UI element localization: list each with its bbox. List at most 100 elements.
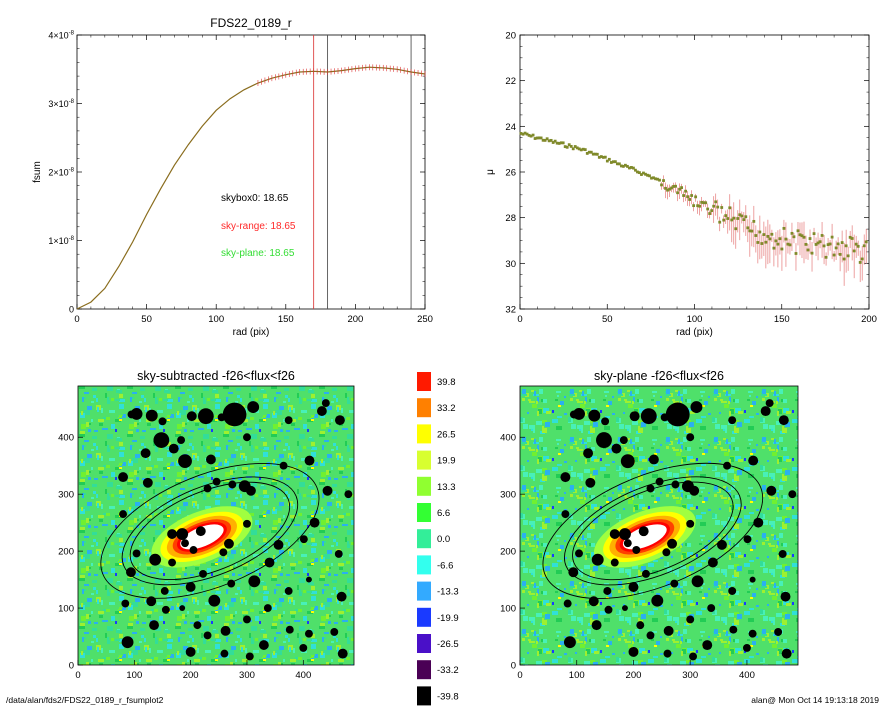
data-point — [708, 212, 712, 215]
masked-source — [243, 519, 251, 528]
masked-source — [220, 625, 231, 636]
data-point — [654, 177, 657, 181]
data-point — [692, 204, 696, 208]
masked-source — [273, 539, 284, 550]
data-point — [844, 244, 848, 248]
data-point — [766, 234, 770, 238]
masked-source — [203, 484, 212, 493]
galaxy-isophote — [180, 524, 224, 550]
masked-source — [344, 490, 353, 499]
masked-source — [778, 415, 789, 426]
data-point — [682, 194, 685, 197]
data-point — [533, 137, 537, 140]
masked-source — [146, 596, 157, 607]
data-point — [575, 146, 579, 150]
masked-source — [126, 567, 136, 578]
data-point — [615, 162, 619, 166]
x-tick-label: 100 — [687, 314, 703, 325]
x-tick-label: 400 — [739, 670, 755, 681]
map-frame — [77, 385, 355, 666]
y-tick-mantissa: 4×10 — [48, 31, 68, 41]
masked-source — [760, 406, 771, 417]
colorbar-swatch — [417, 634, 431, 653]
masked-source — [749, 576, 756, 583]
data-point — [732, 216, 736, 220]
masked-source — [636, 621, 645, 630]
data-point — [834, 246, 838, 250]
masked-source — [168, 558, 177, 567]
masked-source — [670, 579, 679, 588]
data-point — [704, 201, 708, 205]
data-point — [555, 141, 559, 145]
data-point — [613, 160, 617, 164]
masked-source — [181, 539, 189, 548]
data-point — [696, 204, 700, 208]
data-point — [728, 206, 732, 210]
masked-source — [728, 416, 737, 425]
data-point — [628, 166, 631, 170]
data-point — [646, 173, 649, 177]
masked-source — [563, 599, 572, 608]
x-tick-label: 200 — [347, 314, 363, 325]
y-tick-label: 26 — [505, 168, 516, 179]
y-tick-label: 22 — [505, 76, 516, 87]
data-point — [804, 242, 808, 246]
data-point — [541, 138, 545, 142]
colorbar-swatch — [417, 450, 431, 470]
data-point — [762, 233, 766, 236]
masked-source — [161, 605, 170, 614]
colorbar-label: 13.3 — [437, 482, 456, 493]
y-tick-exponent: -8 — [69, 99, 75, 105]
masked-source — [334, 550, 343, 558]
masked-source — [243, 433, 251, 442]
masked-source — [193, 621, 202, 630]
masked-source — [707, 604, 716, 613]
data-point — [736, 217, 740, 220]
y-tick-label: 0 — [69, 305, 74, 315]
masked-source — [585, 477, 596, 488]
data-point — [720, 206, 724, 209]
masked-source — [149, 553, 162, 566]
masked-source — [686, 519, 695, 528]
masked-source — [219, 548, 228, 557]
masked-source — [337, 648, 348, 659]
colorbar-swatch — [417, 372, 431, 391]
masked-source — [778, 549, 787, 558]
data-point — [527, 133, 531, 137]
data-point — [640, 173, 643, 176]
masked-source — [765, 399, 774, 408]
masked-source — [140, 448, 151, 459]
masked-source — [671, 480, 680, 489]
timestamp-label: alan@ Mon Oct 14 19:13:18 2019 — [751, 695, 879, 705]
data-point — [557, 141, 561, 145]
plot-frame — [76, 34, 426, 310]
data-point — [573, 145, 577, 148]
data-point — [519, 132, 523, 135]
masked-source — [185, 582, 196, 592]
y-tick-label: 24 — [505, 122, 516, 133]
data-point — [854, 242, 858, 246]
y-tick-label: 1×10-8 — [48, 236, 74, 246]
masked-source — [766, 485, 777, 496]
masked-source — [132, 549, 141, 558]
y-tick-exponent: -8 — [69, 31, 75, 37]
data-point — [840, 241, 844, 244]
data-point — [680, 186, 683, 190]
masked-source — [591, 620, 602, 631]
masked-source — [142, 477, 153, 488]
masked-source — [206, 454, 216, 465]
masked-source — [774, 628, 783, 636]
y-tick-exponent: -8 — [69, 236, 75, 242]
data-point — [758, 230, 762, 234]
masked-source — [628, 582, 639, 592]
map-title: sky-plane -f26<flux<f26 — [594, 369, 724, 383]
masked-source — [299, 535, 308, 544]
masked-source — [243, 615, 251, 624]
masked-source — [304, 629, 313, 638]
masked-source — [604, 605, 613, 614]
data-point — [818, 240, 822, 244]
data-point — [589, 150, 593, 154]
data-point — [611, 160, 615, 164]
data-point — [864, 240, 868, 244]
masked-source — [646, 631, 655, 640]
